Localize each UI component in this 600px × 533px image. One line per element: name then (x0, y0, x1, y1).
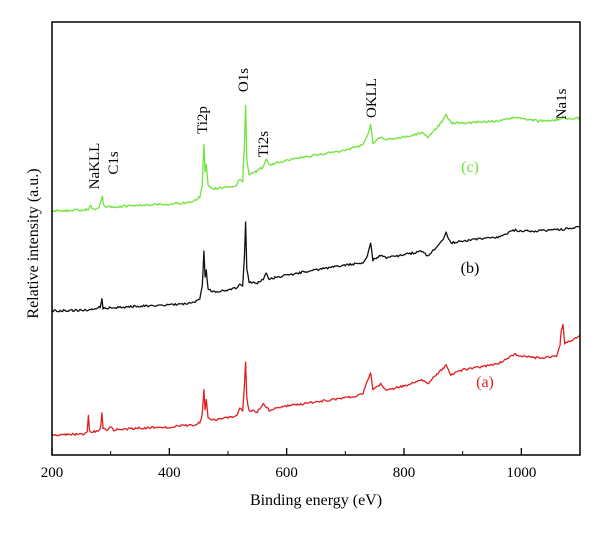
peak-label-c1s: C1s (106, 151, 122, 175)
peak-labels: NaKLL C1s Ti2p O1s Ti2s OKLL Na1s (87, 68, 570, 190)
series-c-line (51, 104, 581, 213)
series-b-line (51, 221, 581, 313)
series-label-a: (a) (476, 374, 494, 391)
x-tick-label: 800 (393, 465, 416, 481)
x-tick-label: 200 (41, 465, 64, 481)
peak-label-nakll: NaKLL (87, 143, 103, 190)
x-tick-label: 400 (158, 465, 181, 481)
x-axis-label: Binding energy (eV) (250, 492, 382, 509)
x-axis: 200 400 600 800 1000 (41, 448, 536, 481)
peak-label-o1s: O1s (236, 68, 252, 92)
series-a-line (51, 323, 581, 437)
series-labels: (a) (b) (c) (461, 159, 494, 391)
peak-label-ti2p: Ti2p (195, 106, 211, 134)
peak-label-na1s: Na1s (554, 88, 570, 119)
peak-label-okll: OKLL (364, 78, 380, 118)
plot-frame (51, 21, 581, 456)
series-label-c: (c) (461, 159, 479, 176)
x-tick-label: 1000 (506, 465, 536, 481)
y-axis-label: Relative intensity (a.u.) (25, 168, 42, 318)
spectra-curves (51, 104, 581, 437)
series-label-b: (b) (461, 260, 480, 277)
peak-label-ti2s: Ti2s (256, 131, 272, 157)
x-tick-label: 600 (275, 465, 298, 481)
